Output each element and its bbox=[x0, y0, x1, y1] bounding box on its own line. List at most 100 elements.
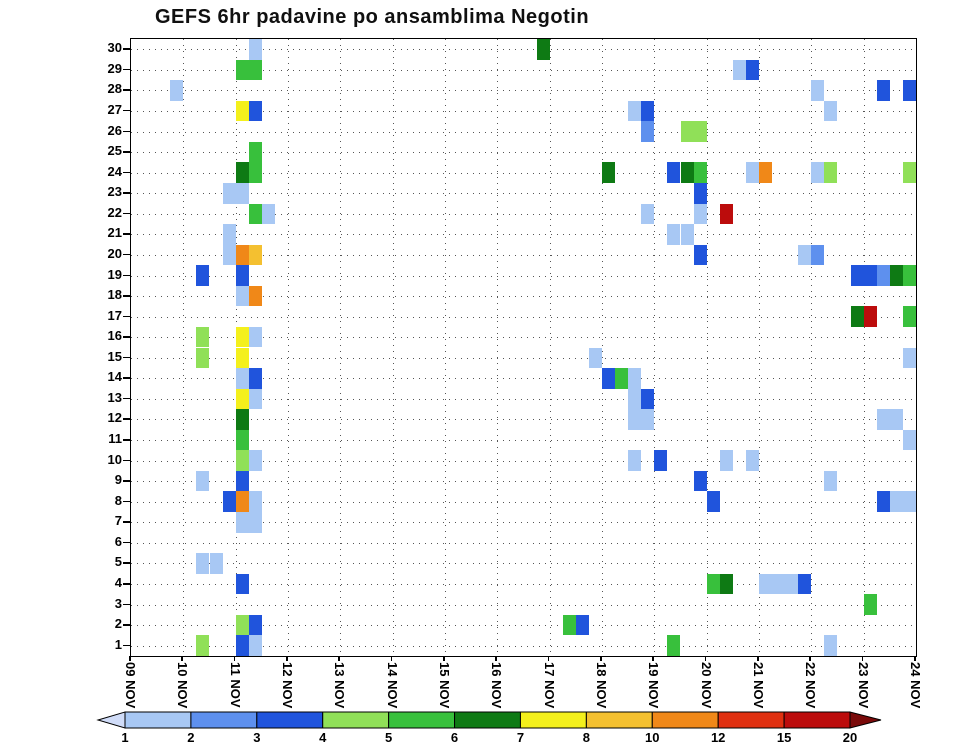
precip-cell bbox=[667, 224, 681, 245]
precip-cell bbox=[876, 80, 890, 101]
gridline-horizontal bbox=[131, 49, 916, 51]
precip-cell bbox=[902, 306, 916, 327]
x-axis-tick bbox=[233, 656, 236, 661]
precip-cell bbox=[902, 491, 916, 513]
precip-cell bbox=[785, 573, 799, 595]
x-tick-label: 09 NOV bbox=[123, 662, 138, 709]
gridline-horizontal bbox=[131, 234, 916, 236]
colorbar-segment bbox=[124, 711, 192, 729]
colorbar-segment bbox=[388, 711, 456, 729]
precip-cell bbox=[235, 347, 249, 369]
y-axis-tick bbox=[123, 418, 130, 420]
x-tick-label: 12 NOV bbox=[280, 662, 295, 709]
precip-cell bbox=[824, 162, 838, 183]
y-tick-label: 21 bbox=[107, 225, 122, 241]
precip-cell bbox=[222, 182, 236, 204]
precip-cell bbox=[745, 450, 759, 471]
y-tick-label: 25 bbox=[107, 143, 122, 159]
precip-cell bbox=[235, 450, 249, 471]
gridline-horizontal bbox=[131, 254, 916, 256]
precip-cell bbox=[575, 614, 589, 636]
gridline-horizontal bbox=[131, 398, 916, 400]
precip-cell bbox=[680, 224, 694, 245]
precip-cell bbox=[654, 450, 668, 471]
gridline-horizontal bbox=[131, 522, 916, 524]
x-axis-tick bbox=[757, 656, 759, 661]
gridline-horizontal bbox=[131, 625, 916, 627]
gridline-horizontal bbox=[131, 69, 916, 71]
gridline-horizontal bbox=[131, 131, 916, 133]
colorbar-tick-label: 3 bbox=[253, 730, 261, 742]
x-tick-label: 14 NOV bbox=[384, 662, 400, 709]
gridline-vertical bbox=[602, 39, 603, 656]
x-tick-label: 13 NOV bbox=[332, 662, 348, 709]
y-tick-label: 20 bbox=[107, 245, 122, 261]
y-axis-tick bbox=[123, 644, 130, 647]
precip-cell bbox=[824, 635, 838, 656]
gridline-horizontal bbox=[131, 337, 916, 339]
y-axis-tick bbox=[123, 233, 130, 235]
precip-cell bbox=[850, 306, 864, 327]
x-axis-tick bbox=[547, 656, 550, 661]
y-tick-label: 30 bbox=[107, 40, 122, 56]
y-axis-tick bbox=[123, 274, 130, 277]
gridline-horizontal bbox=[131, 419, 916, 421]
x-axis-tick bbox=[914, 656, 916, 661]
colorbar-segment bbox=[256, 711, 324, 729]
precip-cell bbox=[706, 491, 720, 513]
y-axis-tick bbox=[123, 253, 130, 256]
precip-cell bbox=[235, 326, 249, 348]
y-axis-tick bbox=[123, 336, 130, 338]
gridline-horizontal bbox=[131, 152, 916, 154]
precip-cell bbox=[876, 409, 890, 430]
colorbar-tick-label: 20 bbox=[842, 730, 858, 742]
precip-cell bbox=[615, 368, 629, 389]
colorbar-tick-label: 7 bbox=[516, 730, 525, 742]
x-tick-label: 11 NOV bbox=[227, 662, 243, 708]
x-tick-label: 23 NOV bbox=[855, 662, 871, 709]
precip-cell bbox=[641, 409, 655, 430]
precip-cell bbox=[235, 635, 249, 656]
precip-cell bbox=[196, 326, 210, 348]
colorbar-segment bbox=[519, 711, 587, 729]
precip-cell bbox=[732, 59, 746, 81]
precip-cell bbox=[628, 450, 642, 471]
precip-cell bbox=[863, 265, 877, 286]
colorbar-segment bbox=[651, 711, 719, 729]
colorbar-legend bbox=[96, 711, 882, 729]
precip-cell bbox=[235, 409, 249, 430]
x-axis-tick bbox=[704, 656, 707, 661]
colorbar-tick-label: 15 bbox=[776, 730, 792, 742]
precip-cell bbox=[248, 244, 262, 266]
gridline-horizontal bbox=[131, 542, 916, 544]
x-tick-label: 17 NOV bbox=[541, 662, 557, 709]
gridline-vertical bbox=[340, 39, 342, 656]
x-axis-tick bbox=[809, 656, 811, 661]
colorbar-tick-label: 2 bbox=[187, 730, 195, 742]
colorbar-tick-label: 1 bbox=[121, 730, 129, 742]
precip-cell bbox=[693, 182, 707, 204]
y-axis-tick bbox=[123, 295, 130, 297]
gridline-horizontal bbox=[131, 584, 916, 586]
y-axis-tick bbox=[123, 89, 130, 91]
precip-cell bbox=[876, 491, 890, 513]
y-tick-label: 17 bbox=[107, 307, 122, 323]
precip-cell bbox=[811, 244, 825, 266]
precip-cell bbox=[235, 470, 249, 492]
gridline-horizontal bbox=[131, 357, 916, 359]
precip-cell bbox=[889, 409, 903, 430]
precip-cell bbox=[850, 265, 864, 286]
y-tick-label: 13 bbox=[107, 389, 122, 405]
y-axis-tick bbox=[123, 439, 130, 441]
gridline-horizontal bbox=[131, 172, 916, 174]
precip-cell bbox=[602, 162, 616, 183]
colorbar-tick-label: 5 bbox=[385, 730, 393, 742]
precip-cell bbox=[719, 573, 733, 595]
y-tick-label: 7 bbox=[114, 513, 122, 529]
y-tick-label: 12 bbox=[107, 410, 122, 426]
precip-cell bbox=[628, 100, 642, 122]
precip-cell bbox=[235, 388, 249, 410]
y-tick-label: 1 bbox=[114, 636, 122, 652]
gridline-vertical bbox=[288, 39, 289, 656]
